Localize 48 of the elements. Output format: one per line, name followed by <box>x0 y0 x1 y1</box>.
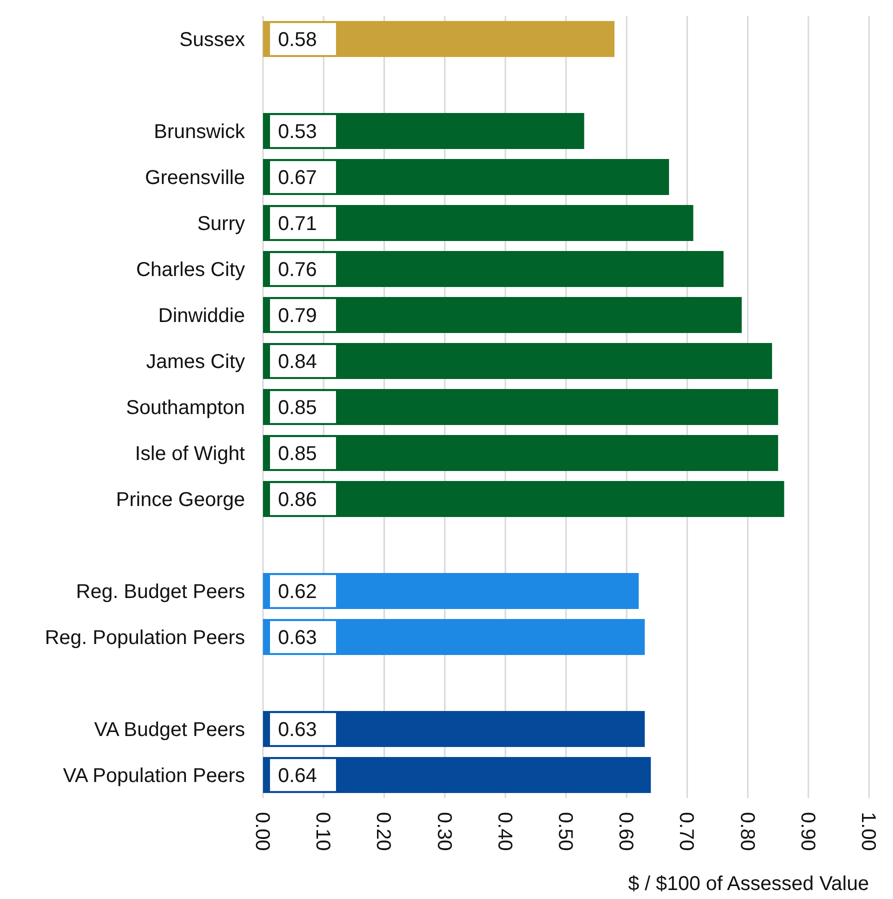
data-label: 0.63 <box>278 719 317 742</box>
x-tick-label: 0.90 <box>796 812 818 851</box>
y-tick-label: Reg. Population Peers <box>44 627 245 650</box>
y-tick-label: VA Budget Peers <box>94 719 245 742</box>
bar <box>263 343 772 380</box>
x-tick-label: 0.20 <box>372 812 394 851</box>
y-tick-label: Sussex <box>179 29 245 52</box>
x-tick-label: 1.00 <box>857 812 879 851</box>
data-label: 0.71 <box>278 213 317 236</box>
data-label: 0.76 <box>278 259 317 282</box>
y-tick-label: Southampton <box>126 397 245 420</box>
data-label: 0.86 <box>278 489 317 512</box>
bar <box>263 481 784 518</box>
x-tick-label: 0.10 <box>312 812 334 851</box>
bar <box>263 297 742 334</box>
data-label: 0.67 <box>278 167 317 190</box>
y-tick-label: Surry <box>197 213 245 236</box>
bar <box>263 435 778 472</box>
y-tick-label: Reg. Budget Peers <box>76 581 245 604</box>
x-tick-label: 0.00 <box>251 812 273 851</box>
x-tick-label: 0.70 <box>675 812 698 851</box>
y-tick-label: VA Population Peers <box>63 765 245 788</box>
x-tick-label: 0.60 <box>614 812 637 851</box>
x-axis-title: $ / $100 of Assessed Value <box>628 873 869 895</box>
data-label: 0.62 <box>278 581 317 604</box>
data-label: 0.79 <box>278 305 317 328</box>
y-tick-label: Charles City <box>136 259 245 282</box>
data-label: 0.64 <box>278 765 317 788</box>
data-label: 0.85 <box>278 397 317 420</box>
data-label: 0.53 <box>278 121 317 144</box>
bar <box>263 389 778 426</box>
x-tick-label: 0.40 <box>493 812 516 851</box>
bar <box>263 205 694 242</box>
y-tick-label: Prince George <box>116 489 245 512</box>
bar <box>263 159 670 196</box>
y-tick-label: Brunswick <box>154 121 246 144</box>
data-label: 0.58 <box>278 29 317 52</box>
data-label: 0.84 <box>278 351 317 374</box>
y-tick-label: James City <box>146 351 245 374</box>
bar <box>263 251 724 288</box>
y-tick-label: Greensville <box>144 167 245 190</box>
y-tick-label: Isle of Wight <box>134 443 246 466</box>
x-tick-label: 0.50 <box>554 812 576 851</box>
y-tick-label: Dinwiddie <box>158 305 245 328</box>
data-label: 0.63 <box>278 627 317 650</box>
x-tick-label: 0.80 <box>736 812 758 851</box>
data-label: 0.85 <box>278 443 317 466</box>
x-tick-label: 0.30 <box>432 812 455 851</box>
